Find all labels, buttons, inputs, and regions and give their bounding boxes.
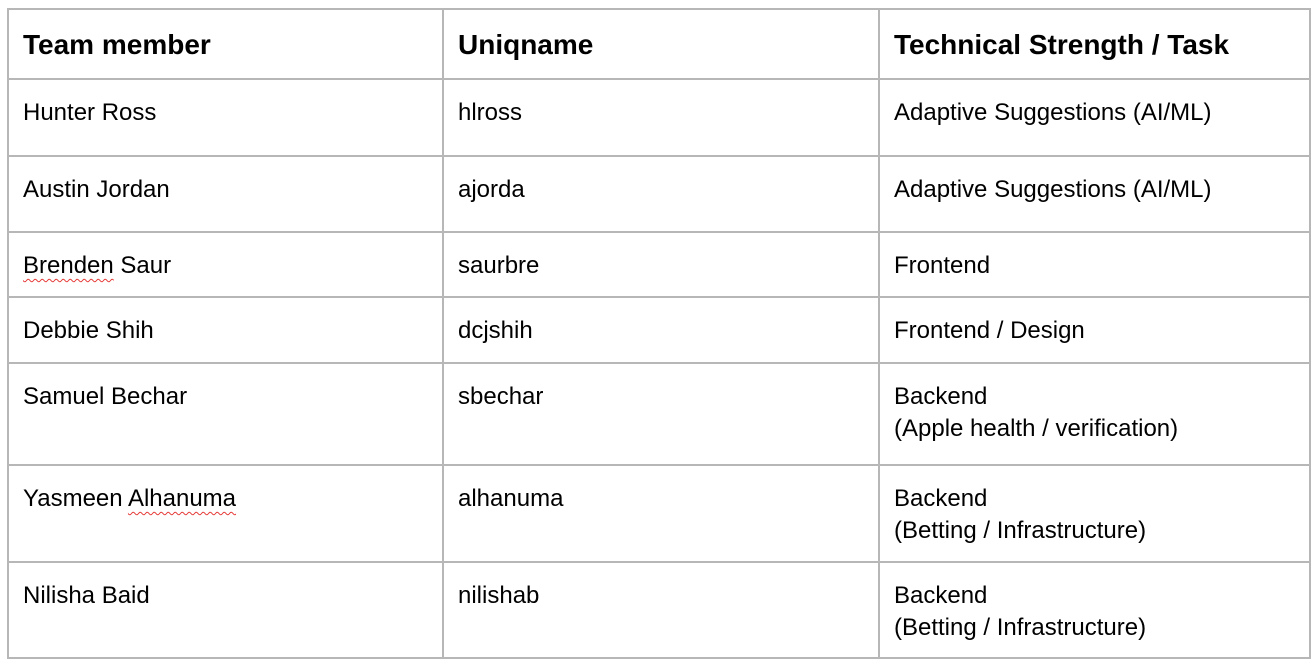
task-line: Frontend [894,252,991,279]
table-row: Debbie Shih dcjshih Frontend / Design [7,296,1311,364]
task-detail-line: (Betting / Infrastructure) [894,517,1147,544]
team-table: Team member Uniqname Technical Strength … [7,8,1311,659]
table-row: Nilisha Baid nilishab Backend (Betting /… [7,561,1311,659]
task-cell[interactable]: Frontend [878,231,1311,298]
table-row: Hunter Ross hlross Adaptive Suggestions … [7,78,1311,157]
task-line: Backend [894,582,988,609]
member-name-cell[interactable]: Samuel Bechar [7,362,444,466]
member-name-cell[interactable]: Debbie Shih [7,296,444,364]
member-name-cell[interactable]: Yasmeen Alhanuma [7,464,444,563]
task-detail-line: (Apple health / verification) [894,415,1179,442]
uniqname-cell[interactable]: dcjshih [442,296,880,364]
task-line: Backend [894,383,988,410]
member-name-first: Yasmeen [23,485,128,512]
header-row: Team member Uniqname Technical Strength … [7,8,1311,80]
spellcheck-flagged-word: Alhanuma [127,485,237,512]
uniqname-cell[interactable]: alhanuma [442,464,880,563]
member-name-cell[interactable]: Hunter Ross [7,78,444,157]
member-name-cell[interactable]: Brenden Saur [7,231,444,298]
task-line: Backend [894,485,988,512]
header-uniqname[interactable]: Uniqname [442,8,880,80]
header-technical-strength[interactable]: Technical Strength / Task [878,8,1311,80]
member-name-rest: Saur [113,252,172,279]
task-cell[interactable]: Backend (Betting / Infrastructure) [878,464,1311,563]
task-cell[interactable]: Backend (Apple health / verification) [878,362,1311,466]
task-cell[interactable]: Adaptive Suggestions (AI/ML) [878,78,1311,157]
table-row: Austin Jordan ajorda Adaptive Suggestion… [7,155,1311,233]
member-name-cell[interactable]: Nilisha Baid [7,561,444,659]
uniqname-cell[interactable]: nilishab [442,561,880,659]
task-cell[interactable]: Backend (Betting / Infrastructure) [878,561,1311,659]
table-row: Samuel Bechar sbechar Backend (Apple hea… [7,362,1311,466]
table-row: Brenden Saur saurbre Frontend [7,231,1311,298]
uniqname-cell[interactable]: saurbre [442,231,880,298]
table-row: Yasmeen Alhanuma alhanuma Backend (Betti… [7,464,1311,563]
spellcheck-flagged-word: Brenden [23,252,114,279]
header-team-member[interactable]: Team member [7,8,444,80]
task-line: Adaptive Suggestions (AI/ML) [894,176,1212,203]
uniqname-cell[interactable]: hlross [442,78,880,157]
task-cell[interactable]: Frontend / Design [878,296,1311,364]
task-cell[interactable]: Adaptive Suggestions (AI/ML) [878,155,1311,233]
uniqname-cell[interactable]: ajorda [442,155,880,233]
uniqname-cell[interactable]: sbechar [442,362,880,466]
task-line: Adaptive Suggestions (AI/ML) [894,99,1212,126]
task-detail-line: (Betting / Infrastructure) [894,614,1147,641]
member-name-cell[interactable]: Austin Jordan [7,155,444,233]
task-line: Frontend / Design [894,317,1085,344]
